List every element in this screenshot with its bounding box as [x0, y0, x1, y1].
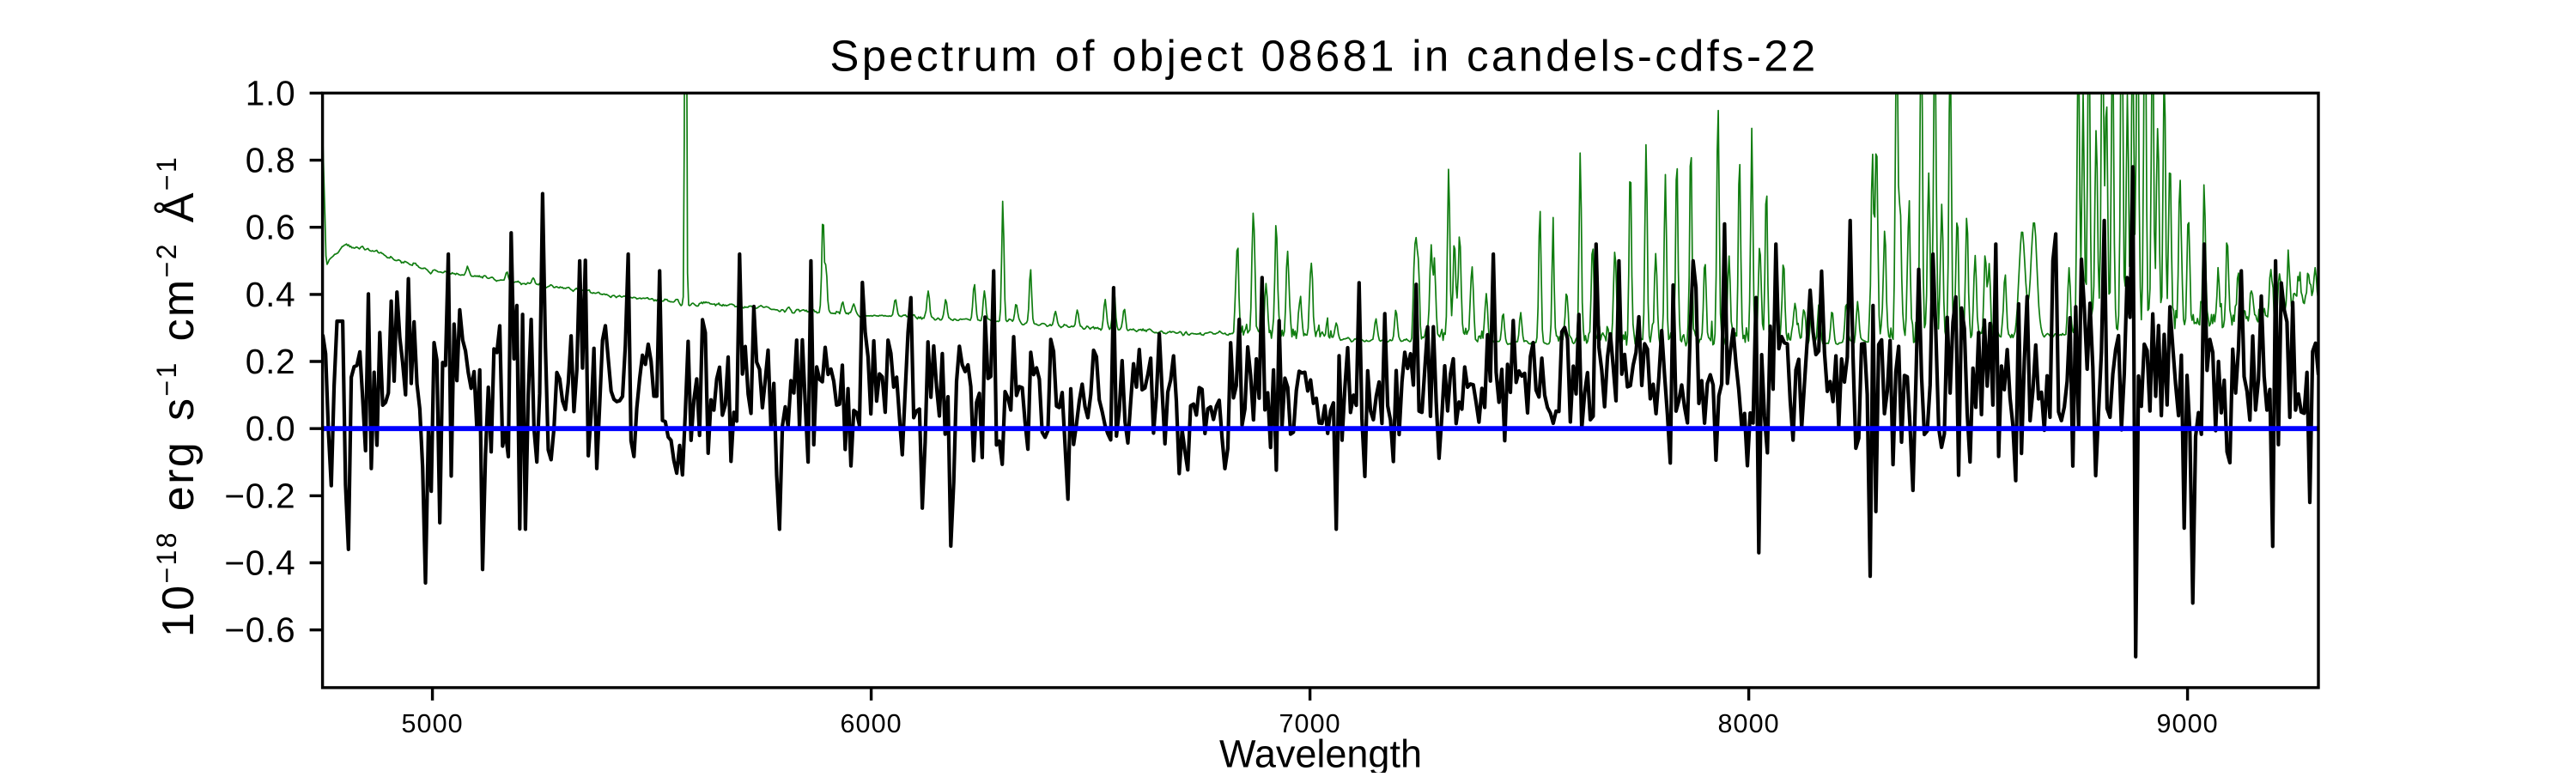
svg-text:5000: 5000	[401, 709, 463, 738]
svg-text:0.8: 0.8	[246, 141, 296, 180]
svg-text:6000: 6000	[840, 709, 902, 738]
svg-text:0.6: 0.6	[246, 208, 296, 247]
svg-text:Spectrum of object 08681 in ca: Spectrum of object 08681 in candels-cdfs…	[829, 32, 1818, 81]
svg-text:8000: 8000	[1717, 709, 1779, 738]
svg-text:9000: 9000	[2156, 709, 2218, 738]
svg-text:0.2: 0.2	[246, 342, 296, 381]
svg-text:0.0: 0.0	[246, 409, 296, 448]
svg-text:−0.4: −0.4	[224, 543, 295, 583]
svg-text:0.4: 0.4	[246, 275, 296, 314]
svg-text:7000: 7000	[1279, 709, 1340, 738]
svg-text:1.0: 1.0	[246, 73, 296, 112]
svg-text:−0.2: −0.2	[224, 476, 295, 515]
svg-text:Wavelength: Wavelength	[1219, 732, 1422, 774]
svg-text:−0.6: −0.6	[224, 610, 295, 650]
